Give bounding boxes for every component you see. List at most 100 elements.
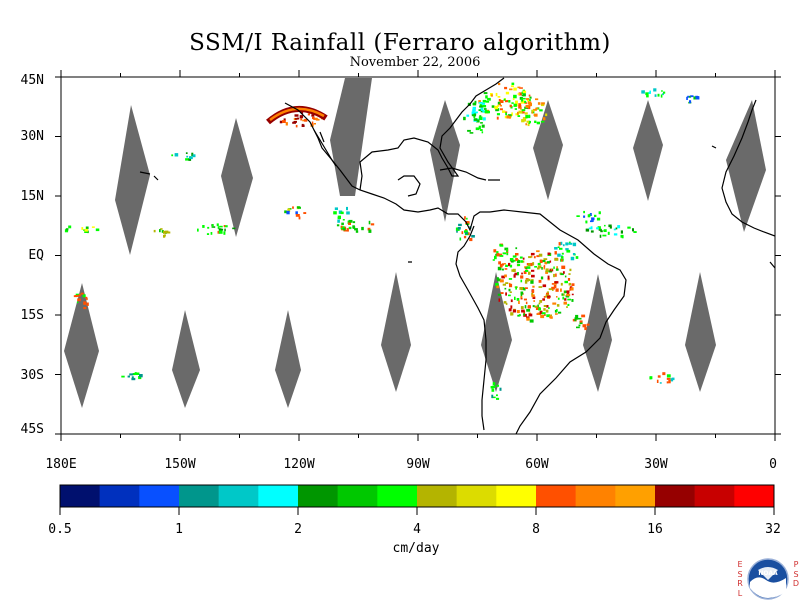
rain-cell: [536, 121, 540, 125]
rain-cell: [456, 230, 458, 233]
rain-cell: [513, 103, 517, 107]
rain-cell: [540, 120, 545, 123]
rain-cell: [361, 226, 364, 231]
colorbar-label-8: 8: [532, 522, 540, 537]
colorbar-label-16: 16: [647, 522, 663, 537]
rain-cell: [621, 234, 624, 239]
rain-cell: [368, 229, 372, 233]
rain-cell: [342, 219, 345, 221]
rain-cell: [522, 93, 526, 97]
rain-cell: [533, 108, 537, 111]
rain-cell: [504, 274, 507, 278]
rain-cell: [539, 300, 543, 303]
rain-cell: [496, 394, 498, 397]
rain-cell: [570, 256, 575, 261]
rain-cell: [566, 290, 570, 293]
rain-cell: [479, 129, 483, 131]
rain-cell: [520, 111, 525, 114]
rain-cell: [584, 327, 587, 331]
rain-cell: [517, 314, 520, 317]
rain-cell: [84, 228, 89, 232]
rain-cell: [163, 230, 166, 234]
rain-cell: [501, 263, 504, 266]
rain-cell: [524, 102, 528, 104]
rain-cell: [348, 221, 351, 225]
rain-cell: [663, 91, 666, 94]
rain-cell: [514, 272, 518, 276]
rain-cell: [538, 279, 542, 283]
swath-gap-2: [330, 78, 372, 196]
rain-cell: [341, 222, 344, 226]
colorbar-label-0-5: 0.5: [48, 522, 72, 537]
rain-cell: [134, 372, 137, 375]
rain-cell: [472, 108, 476, 112]
rain-cell: [164, 234, 166, 237]
rain-cell: [528, 120, 531, 125]
rain-cell: [499, 387, 502, 391]
rain-cell: [537, 312, 541, 315]
rain-cell: [476, 119, 480, 123]
rain-cell: [504, 115, 508, 119]
rain-cell: [511, 259, 514, 263]
rain-cell: [542, 260, 546, 263]
rain-cell: [497, 96, 501, 98]
rain-cell: [507, 114, 512, 117]
rain-cell: [583, 215, 586, 218]
rain-cell: [478, 102, 483, 104]
rain-cell: [525, 270, 529, 272]
rain-cell: [471, 235, 475, 238]
lon-label-150w: 150W: [164, 457, 196, 472]
rain-cell: [531, 292, 534, 296]
rain-cell: [481, 102, 486, 105]
rain-cell: [499, 264, 503, 268]
rain-cell: [565, 242, 569, 246]
rain-cell: [83, 301, 87, 305]
rain-cell: [191, 152, 194, 157]
rain-cell: [654, 94, 657, 97]
rain-cell: [131, 377, 136, 381]
rain-cell: [498, 253, 503, 257]
rain-cell: [526, 317, 530, 321]
rain-cell: [528, 313, 533, 317]
rain-cell: [482, 117, 486, 121]
rain-cell: [545, 113, 548, 117]
rain-cell: [217, 230, 220, 234]
rain-cell: [502, 110, 506, 113]
rain-cell: [596, 217, 601, 221]
rain-cell: [464, 216, 466, 220]
rain-cell: [510, 85, 514, 88]
rain-cell: [304, 118, 308, 122]
rain-cell: [562, 271, 565, 274]
rain-cell: [313, 118, 316, 120]
rain-cell: [370, 223, 375, 226]
rain-cell: [287, 208, 291, 212]
rain-cell: [557, 246, 560, 248]
rain-cell: [86, 302, 89, 306]
svg-text:NOAA: NOAA: [758, 570, 778, 577]
rain-cell: [499, 279, 504, 283]
rain-cell: [689, 100, 692, 104]
rain-cell: [542, 284, 547, 288]
rain-cell: [91, 226, 95, 228]
rain-cell: [479, 115, 482, 117]
rain-cell: [526, 316, 530, 319]
rain-cell: [528, 94, 531, 97]
rain-cell: [494, 255, 497, 260]
rain-cell: [531, 111, 534, 114]
coast-sa: [455, 209, 627, 434]
rain-cell: [496, 253, 500, 257]
rain-cell: [577, 317, 582, 320]
rain-cell: [132, 373, 136, 376]
rain-cell: [568, 242, 573, 245]
rain-cell: [513, 274, 516, 278]
rain-cell: [575, 256, 579, 259]
axis-ticks: [55, 70, 781, 441]
rain-cell: [313, 123, 316, 125]
rain-cell: [352, 221, 356, 224]
rain-cell: [503, 301, 507, 304]
rain-cell: [519, 287, 523, 290]
rain-cell: [538, 286, 543, 288]
rain-cell: [564, 275, 567, 278]
rain-cell: [504, 86, 508, 90]
